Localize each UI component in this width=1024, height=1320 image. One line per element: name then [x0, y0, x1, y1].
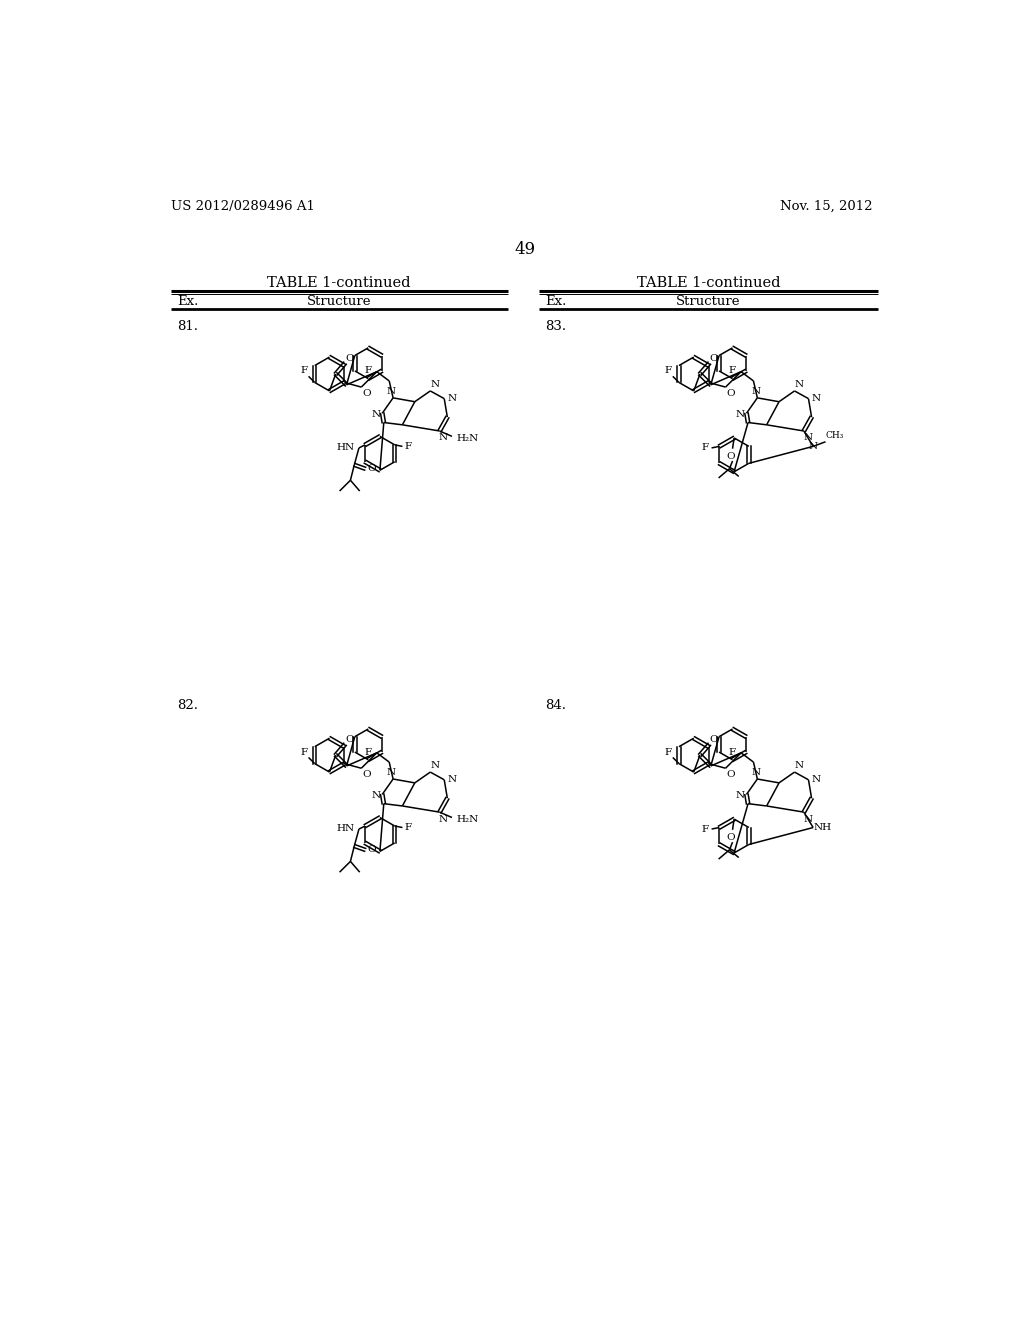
Text: F: F — [701, 444, 709, 453]
Text: F: F — [365, 367, 372, 375]
Text: Ex.: Ex. — [545, 296, 566, 308]
Text: N: N — [809, 442, 818, 451]
Text: N: N — [735, 792, 744, 800]
Text: 81.: 81. — [177, 319, 198, 333]
Text: N: N — [447, 775, 457, 784]
Text: TABLE 1-continued: TABLE 1-continued — [637, 276, 780, 290]
Text: F: F — [729, 367, 736, 375]
Text: 49: 49 — [514, 240, 536, 257]
Text: Structure: Structure — [307, 296, 372, 308]
Text: O: O — [710, 354, 718, 363]
Text: F: F — [300, 747, 307, 756]
Text: O: O — [362, 770, 371, 779]
Text: O: O — [727, 389, 735, 397]
Text: H₂N: H₂N — [457, 816, 479, 824]
Text: 84.: 84. — [545, 698, 566, 711]
Text: O: O — [345, 735, 354, 744]
Text: O: O — [362, 389, 371, 397]
Text: N: N — [430, 380, 439, 389]
Text: F: F — [300, 367, 307, 375]
Text: O: O — [367, 465, 376, 473]
Text: US 2012/0289496 A1: US 2012/0289496 A1 — [171, 199, 314, 213]
Text: O: O — [727, 770, 735, 779]
Text: N: N — [372, 411, 381, 420]
Text: Ex.: Ex. — [177, 296, 199, 308]
Text: O: O — [345, 354, 354, 363]
Text: HN: HN — [336, 824, 354, 833]
Text: Nov. 15, 2012: Nov. 15, 2012 — [779, 199, 872, 213]
Text: 83.: 83. — [545, 319, 566, 333]
Text: N: N — [803, 814, 812, 824]
Text: N: N — [447, 395, 457, 403]
Text: N: N — [803, 433, 812, 442]
Text: N: N — [752, 768, 761, 777]
Text: N: N — [735, 411, 744, 420]
Text: N: N — [795, 380, 804, 389]
Text: O: O — [726, 833, 734, 842]
Text: NH: NH — [813, 824, 831, 832]
Text: O: O — [710, 735, 718, 744]
Text: F: F — [665, 747, 672, 756]
Text: N: N — [387, 768, 396, 777]
Text: F: F — [729, 747, 736, 756]
Text: 82.: 82. — [177, 698, 198, 711]
Text: F: F — [665, 367, 672, 375]
Text: N: N — [812, 775, 821, 784]
Text: CH₃: CH₃ — [825, 432, 844, 440]
Text: N: N — [812, 395, 821, 403]
Text: F: F — [404, 442, 412, 451]
Text: Structure: Structure — [676, 296, 740, 308]
Text: N: N — [439, 433, 449, 442]
Text: N: N — [387, 387, 396, 396]
Text: N: N — [430, 762, 439, 771]
Text: F: F — [365, 747, 372, 756]
Text: O: O — [367, 845, 376, 854]
Text: N: N — [372, 792, 381, 800]
Text: F: F — [701, 825, 709, 833]
Text: N: N — [439, 814, 449, 824]
Text: H₂N: H₂N — [457, 434, 479, 444]
Text: N: N — [752, 387, 761, 396]
Text: O: O — [726, 451, 734, 461]
Text: N: N — [795, 762, 804, 771]
Text: HN: HN — [336, 442, 354, 451]
Text: TABLE 1-continued: TABLE 1-continued — [267, 276, 411, 290]
Text: F: F — [404, 824, 412, 832]
